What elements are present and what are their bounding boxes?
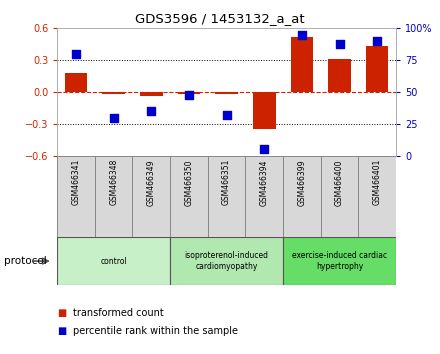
Text: percentile rank within the sample: percentile rank within the sample xyxy=(73,326,238,336)
Bar xyxy=(170,237,283,285)
Bar xyxy=(246,156,283,237)
Text: isoproterenol-induced
cardiomyopathy: isoproterenol-induced cardiomyopathy xyxy=(185,251,268,271)
Point xyxy=(374,38,381,44)
Text: GSM466351: GSM466351 xyxy=(222,159,231,205)
Text: GSM466348: GSM466348 xyxy=(109,159,118,205)
Bar xyxy=(358,156,396,237)
Text: protocol: protocol xyxy=(4,256,47,266)
Point xyxy=(110,115,117,120)
Text: transformed count: transformed count xyxy=(73,308,163,318)
Bar xyxy=(57,237,170,285)
Point xyxy=(148,108,155,114)
Bar xyxy=(132,156,170,237)
Point xyxy=(185,92,192,97)
Bar xyxy=(65,73,87,92)
Bar xyxy=(290,37,313,92)
Text: GSM466401: GSM466401 xyxy=(373,159,381,205)
Bar xyxy=(283,156,321,237)
Text: GSM466394: GSM466394 xyxy=(260,159,269,206)
Point xyxy=(336,41,343,46)
Bar xyxy=(283,237,396,285)
Bar xyxy=(208,156,246,237)
Point xyxy=(261,147,268,152)
Text: GSM466400: GSM466400 xyxy=(335,159,344,206)
Bar xyxy=(95,156,132,237)
Bar xyxy=(178,92,200,94)
Text: ■: ■ xyxy=(57,308,66,318)
Bar xyxy=(140,92,163,96)
Text: GDS3596 / 1453132_a_at: GDS3596 / 1453132_a_at xyxy=(135,12,305,25)
Bar xyxy=(215,92,238,94)
Bar xyxy=(328,59,351,92)
Text: GSM466341: GSM466341 xyxy=(72,159,81,205)
Bar xyxy=(170,156,208,237)
Text: GSM466399: GSM466399 xyxy=(297,159,306,206)
Point xyxy=(298,32,305,38)
Text: GSM466349: GSM466349 xyxy=(147,159,156,206)
Text: ■: ■ xyxy=(57,326,66,336)
Point xyxy=(223,112,230,118)
Text: exercise-induced cardiac
hypertrophy: exercise-induced cardiac hypertrophy xyxy=(292,251,387,271)
Bar xyxy=(321,156,358,237)
Text: GSM466350: GSM466350 xyxy=(184,159,194,206)
Bar xyxy=(366,46,389,92)
Point xyxy=(73,51,80,57)
Bar xyxy=(103,92,125,94)
Bar xyxy=(253,92,275,129)
Text: control: control xyxy=(100,257,127,266)
Bar xyxy=(57,156,95,237)
